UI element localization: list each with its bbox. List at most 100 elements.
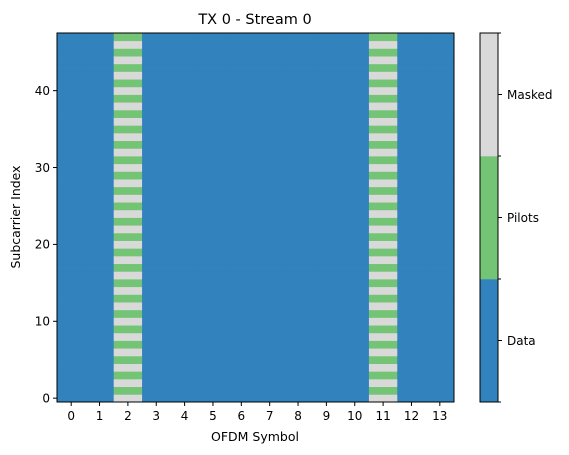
heatmap-cell-data <box>142 48 171 57</box>
heatmap-cell-data <box>85 63 115 72</box>
heatmap-cell-data <box>142 94 171 103</box>
heatmap-cell-masked <box>113 179 143 188</box>
heatmap-cell-data <box>340 117 370 126</box>
heatmap-cell-masked <box>113 132 143 142</box>
heatmap-cell-pilots <box>113 217 143 226</box>
heatmap-cell-data <box>227 255 256 265</box>
heatmap-cell-data <box>142 125 171 134</box>
heatmap-cell-data <box>283 317 313 326</box>
heatmap-cell-data <box>340 209 370 218</box>
heatmap-cell-data <box>312 340 341 349</box>
heatmap-cell-data <box>312 125 341 134</box>
heatmap-cell-data <box>170 279 200 288</box>
heatmap-cell-data <box>397 255 427 265</box>
heatmap-cell-data <box>340 255 370 265</box>
heatmap-cell-data <box>85 186 115 195</box>
heatmap-cell-masked <box>113 209 143 218</box>
heatmap-cell-data <box>142 271 171 280</box>
heatmap-cell-data <box>283 271 313 280</box>
heatmap-cell-data <box>255 325 285 334</box>
heatmap-cell-data <box>227 186 256 195</box>
heatmap-cell-data <box>198 302 228 311</box>
heatmap-cell-data <box>255 340 285 349</box>
x-tick-label: 7 <box>266 409 274 423</box>
heatmap-cell-data <box>340 132 370 142</box>
heatmap-cell-data <box>227 286 256 295</box>
heatmap-cell-pilots <box>113 186 143 195</box>
heatmap-cell-data <box>85 79 115 88</box>
heatmap-cell-data <box>57 109 86 118</box>
heatmap-cell-pilots <box>368 309 398 318</box>
heatmap-cell-data <box>170 194 200 203</box>
heatmap-cell-data <box>425 86 455 95</box>
heatmap-cell-data <box>340 378 370 388</box>
heatmap-cell-data <box>170 225 200 234</box>
heatmap-cell-data <box>170 217 200 226</box>
heatmap-cell-data <box>142 86 171 95</box>
heatmap-cell-data <box>142 325 171 334</box>
heatmap-cell-data <box>142 117 171 126</box>
heatmap-cell-pilots <box>368 109 398 118</box>
heatmap-cell-data <box>397 394 427 403</box>
x-tick-label: 1 <box>96 409 104 423</box>
heatmap-cell-data <box>170 86 200 95</box>
heatmap-cell-data <box>283 40 313 49</box>
heatmap-cell-data <box>85 309 115 318</box>
colorbar-label-pilots: Pilots <box>507 211 539 225</box>
heatmap-cell-data <box>57 48 86 57</box>
heatmap-cell-pilots <box>368 217 398 226</box>
heatmap-cell-data <box>85 248 115 257</box>
heatmap-cell-data <box>198 271 228 280</box>
heatmap-cell-data <box>142 33 171 42</box>
heatmap-cell-data <box>397 332 427 341</box>
heatmap-cell-pilots <box>113 202 143 211</box>
heatmap-cell-masked <box>113 225 143 234</box>
heatmap-cell-data <box>397 171 427 180</box>
heatmap-cell-data <box>397 156 427 165</box>
heatmap-cell-data <box>227 40 256 49</box>
heatmap-cell-data <box>425 263 455 272</box>
heatmap-cell-data <box>283 179 313 188</box>
heatmap-cell-masked <box>113 240 143 249</box>
heatmap-cell-data <box>85 40 115 49</box>
heatmap-cell-data <box>425 56 455 65</box>
heatmap-cell-data <box>85 117 115 126</box>
heatmap-cell-data <box>283 117 313 126</box>
heatmap-cell-data <box>397 286 427 295</box>
heatmap-cell-pilots <box>368 232 398 241</box>
heatmap-cell-data <box>312 194 341 203</box>
colorbar-label-masked: Masked <box>507 88 552 102</box>
heatmap-cell-data <box>283 79 313 88</box>
heatmap-cell-data <box>397 125 427 134</box>
heatmap-cell-data <box>340 125 370 134</box>
heatmap-cell-data <box>255 186 285 195</box>
heatmap-cell-data <box>312 209 341 218</box>
heatmap-cell-data <box>85 340 115 349</box>
heatmap-cell-data <box>340 40 370 49</box>
heatmap-cell-data <box>170 179 200 188</box>
heatmap-cell-data <box>227 79 256 88</box>
heatmap-cell-data <box>397 63 427 72</box>
heatmap-cell-data <box>85 194 115 203</box>
heatmap-cell-data <box>170 286 200 295</box>
heatmap-cell-masked <box>368 317 398 326</box>
heatmap-cell-data <box>397 355 427 364</box>
heatmap-cell-data <box>312 71 341 80</box>
heatmap-cell-pilots <box>113 294 143 303</box>
heatmap-cell-data <box>425 309 455 318</box>
heatmap-cell-masked <box>113 148 143 157</box>
heatmap-cell-data <box>170 302 200 311</box>
heatmap-cell-data <box>283 56 313 65</box>
heatmap-cell-pilots <box>368 186 398 195</box>
heatmap-cell-pilots <box>113 232 143 241</box>
heatmap-cell-data <box>312 255 341 265</box>
heatmap-cell-data <box>425 225 455 234</box>
heatmap-cell-data <box>142 194 171 203</box>
heatmap-cell-data <box>85 271 115 280</box>
heatmap-cell-data <box>85 202 115 211</box>
heatmap-cell-data <box>170 271 200 280</box>
heatmap-cell-data <box>425 202 455 211</box>
heatmap-cell-data <box>57 102 86 111</box>
heatmap-cell-data <box>283 279 313 288</box>
